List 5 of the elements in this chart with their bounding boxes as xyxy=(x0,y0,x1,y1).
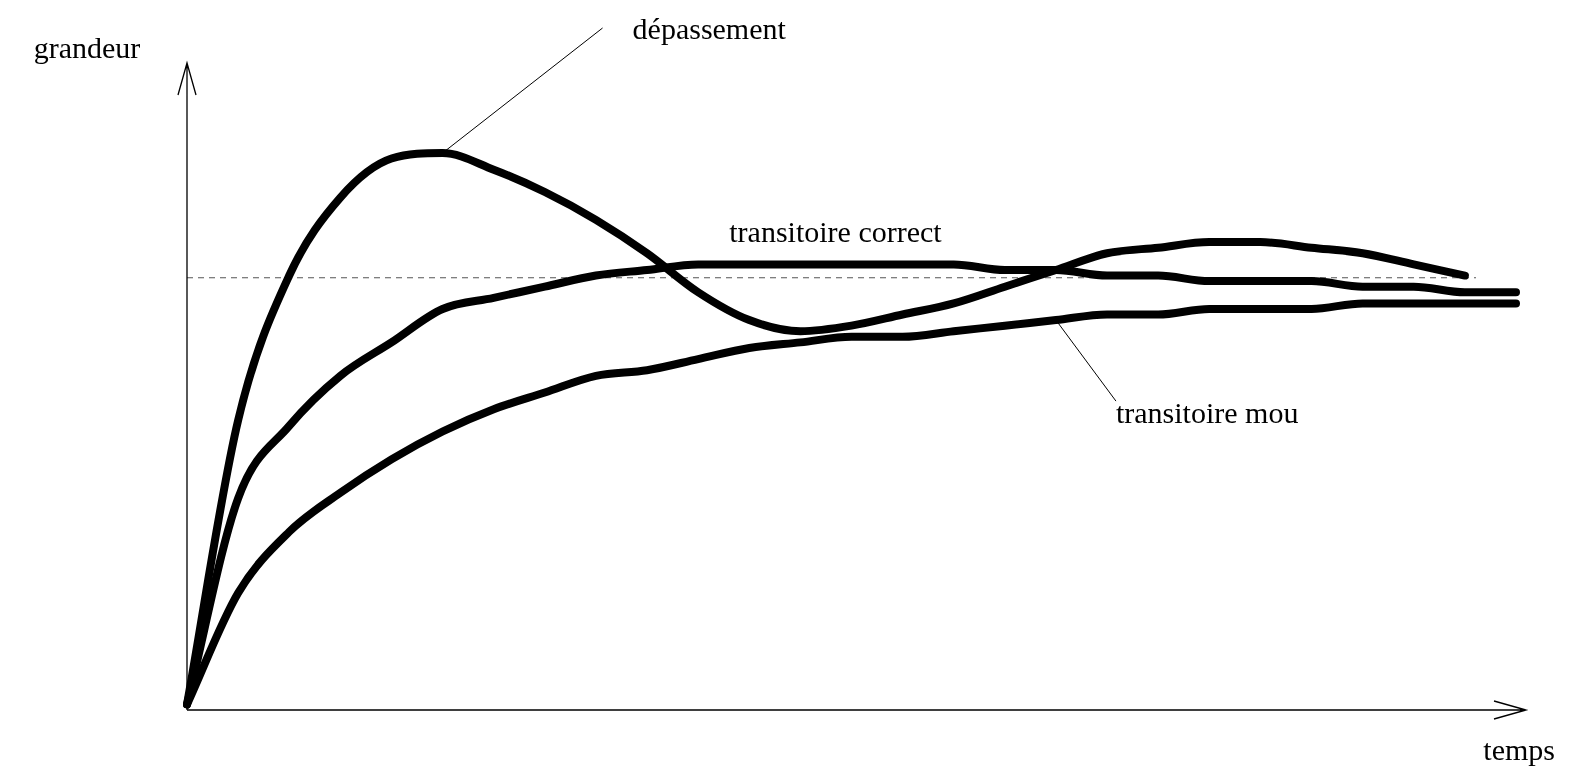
y-axis-title: grandeur xyxy=(33,31,141,64)
x-axis-title: temps xyxy=(1483,733,1555,766)
text: transitoire mou xyxy=(1115,395,1299,429)
text: dépassement xyxy=(632,11,787,45)
series-label: transitoire correct xyxy=(729,215,943,249)
